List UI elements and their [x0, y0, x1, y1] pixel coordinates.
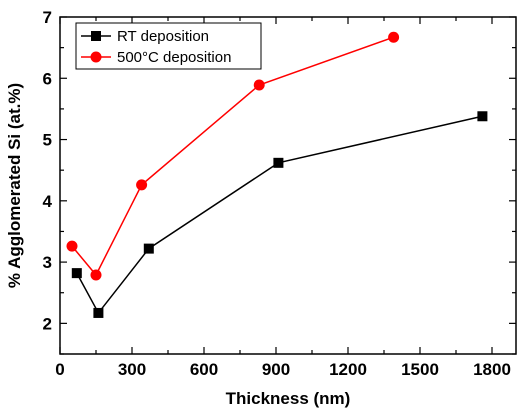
- x-tick-label: 600: [190, 360, 218, 379]
- legend-entry: 500°C deposition: [81, 49, 231, 66]
- legend-marker: [90, 51, 102, 63]
- y-tick-label: 3: [43, 253, 52, 272]
- x-axis-title: Thickness (nm): [226, 389, 351, 408]
- series-line: [71, 36, 394, 277]
- x-tick-label: 0: [55, 360, 64, 379]
- plot-area-border: [59, 16, 517, 355]
- y-tick-label: 6: [43, 69, 52, 88]
- y-tick-label: 5: [43, 131, 52, 150]
- data-point: [66, 240, 78, 252]
- data-point: [477, 111, 488, 122]
- data-point: [93, 307, 104, 318]
- series-1: [71, 111, 488, 318]
- x-tick-label: 300: [118, 360, 146, 379]
- axis-ticks: 0 300 600 900 1200 1500 1800 2 3 4 5 6 7: [43, 8, 516, 379]
- x-tick-label: 1500: [401, 360, 439, 379]
- legend-label: 500°C deposition: [117, 49, 231, 66]
- legend-box: [75, 22, 262, 70]
- x-tick-label: 1200: [329, 360, 367, 379]
- legend-label: RT deposition: [117, 28, 209, 45]
- data-point: [388, 31, 400, 43]
- series-layer: [66, 31, 488, 318]
- data-point: [143, 243, 154, 254]
- data-point: [253, 79, 265, 91]
- plot-frame: [59, 16, 517, 355]
- legend-entry: RT deposition: [81, 28, 209, 45]
- y-tick-label: 7: [43, 8, 52, 27]
- y-tick-label: 2: [43, 314, 52, 333]
- data-point: [71, 268, 82, 279]
- data-point: [136, 179, 148, 191]
- y-axis-title: % Agglomerated Si (at.%): [5, 83, 24, 288]
- legend: RT deposition 500°C deposition: [75, 22, 262, 70]
- series-2: [66, 31, 400, 281]
- series-line: [76, 115, 483, 315]
- data-point: [90, 269, 102, 281]
- x-tick-label: 1800: [473, 360, 511, 379]
- y-tick-label: 4: [43, 192, 53, 211]
- legend-marker: [91, 31, 101, 41]
- x-tick-label: 900: [262, 360, 290, 379]
- data-point: [273, 157, 284, 168]
